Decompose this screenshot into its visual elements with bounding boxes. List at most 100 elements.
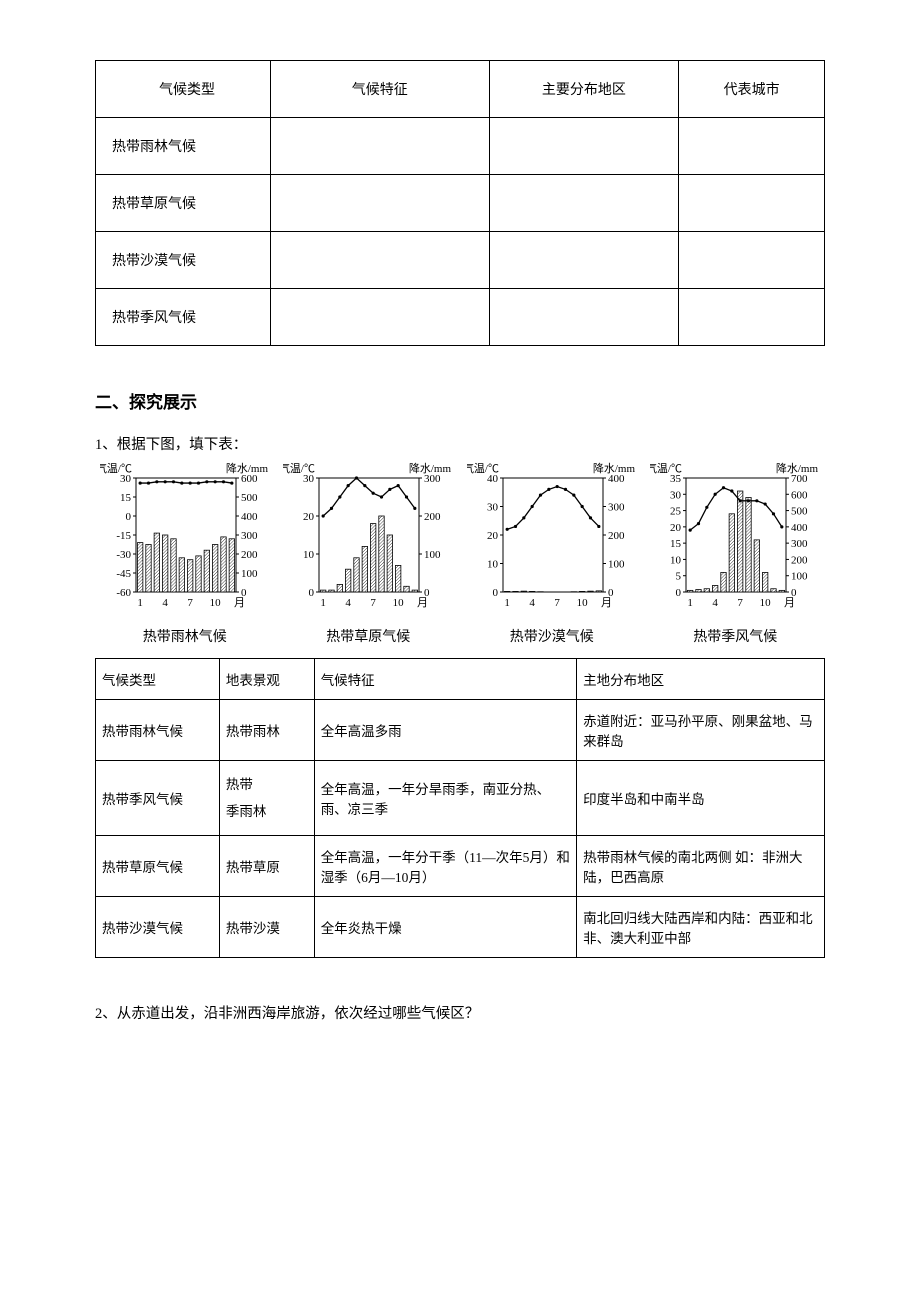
climate-detail-table: 气候类型地表景观气候特征主地分布地区热带雨林气候热带雨林全年高温多雨赤道附近：亚… (95, 658, 825, 958)
svg-text:20: 20 (487, 530, 499, 542)
chart-caption: 热带雨林气候 (143, 626, 227, 646)
table2-cell: 南北回归线大陆西岸和内陆：西亚和北非、澳大利亚中部 (577, 897, 825, 958)
table2-cell: 热带草原气候 (96, 836, 220, 897)
question-1-text: 1、根据下图，填下表： (95, 433, 825, 454)
svg-text:0: 0 (309, 587, 315, 599)
svg-text:0: 0 (676, 587, 682, 599)
svg-text:500: 500 (791, 506, 808, 518)
chart-caption: 热带季风气候 (693, 626, 777, 646)
table2-header: 地表景观 (219, 659, 314, 700)
table2-header: 主地分布地区 (577, 659, 825, 700)
svg-text:200: 200 (424, 511, 441, 523)
svg-text:月: 月 (234, 597, 245, 609)
climate-blank-table: 气候类型气候特征主要分布地区代表城市热带雨林气候热带草原气候热带沙漠气候热带季风… (95, 60, 825, 346)
chart-caption: 热带沙漠气候 (510, 626, 594, 646)
table1-cell (270, 289, 489, 346)
table2-header: 气候特征 (314, 659, 576, 700)
svg-text:4: 4 (529, 597, 535, 609)
table2-cell: 印度半岛和中南半岛 (577, 761, 825, 836)
svg-text:200: 200 (608, 530, 625, 542)
question-2-text: 2、从赤道出发，沿非洲西海岸旅游，依次经过哪些气候区？ (95, 1002, 825, 1023)
svg-text:10: 10 (393, 597, 405, 609)
svg-text:15: 15 (120, 492, 132, 504)
table1-cell (679, 289, 825, 346)
table1-cell (679, 118, 825, 175)
table1-header: 主要分布地区 (489, 61, 679, 118)
chart-block: 气温/℃降水/mm010203040010020030040014710月热带沙… (462, 460, 642, 646)
svg-text:300: 300 (241, 530, 258, 542)
svg-text:400: 400 (608, 473, 625, 485)
table1-header: 气候特征 (270, 61, 489, 118)
svg-text:10: 10 (487, 559, 499, 571)
svg-text:-30: -30 (116, 549, 131, 561)
svg-text:35: 35 (670, 473, 682, 485)
svg-text:-60: -60 (116, 587, 131, 599)
climate-chart: 气温/℃降水/mm010203040010020030040014710月 (467, 460, 637, 620)
svg-text:1: 1 (137, 597, 143, 609)
svg-text:4: 4 (346, 597, 352, 609)
section-2-heading: 二、探究展示 (95, 388, 825, 413)
table1-cell (270, 232, 489, 289)
svg-text:400: 400 (791, 522, 808, 534)
svg-text:5: 5 (676, 571, 682, 583)
table2-cell: 热带沙漠 (219, 897, 314, 958)
svg-text:月: 月 (601, 597, 612, 609)
table1-cell: 热带草原气候 (96, 175, 271, 232)
table2-cell: 全年高温多雨 (314, 700, 576, 761)
table1-cell: 热带沙漠气候 (96, 232, 271, 289)
svg-text:100: 100 (424, 549, 441, 561)
table1-cell (489, 175, 679, 232)
svg-text:700: 700 (791, 473, 808, 485)
svg-text:4: 4 (713, 597, 719, 609)
svg-text:30: 30 (670, 489, 682, 501)
svg-text:10: 10 (760, 597, 772, 609)
svg-text:600: 600 (791, 489, 808, 501)
svg-text:-15: -15 (116, 530, 131, 542)
climate-chart: 气温/℃降水/mm0510152025303501002003004005006… (650, 460, 820, 620)
svg-text:20: 20 (303, 511, 315, 523)
table2-cell: 热带雨林气候 (96, 700, 220, 761)
table1-cell (489, 289, 679, 346)
svg-text:40: 40 (487, 473, 499, 485)
table1-cell (489, 118, 679, 175)
svg-text:7: 7 (371, 597, 377, 609)
table2-cell: 全年高温，一年分干季（11—次年5月）和湿季（6月—10月） (314, 836, 576, 897)
svg-text:15: 15 (670, 538, 682, 550)
table2-header: 气候类型 (96, 659, 220, 700)
svg-text:30: 30 (303, 473, 315, 485)
svg-text:300: 300 (791, 538, 808, 550)
table2-cell: 全年高温，一年分旱雨季，南亚分热、雨、凉三季 (314, 761, 576, 836)
svg-text:0: 0 (492, 587, 498, 599)
svg-text:500: 500 (241, 492, 258, 504)
svg-text:600: 600 (241, 473, 258, 485)
table2-cell: 热带雨林 (219, 700, 314, 761)
svg-text:月: 月 (417, 597, 428, 609)
svg-text:7: 7 (187, 597, 193, 609)
svg-text:200: 200 (791, 554, 808, 566)
svg-text:0: 0 (125, 511, 131, 523)
chart-caption: 热带草原气候 (326, 626, 410, 646)
svg-text:300: 300 (608, 502, 625, 514)
svg-text:25: 25 (670, 506, 682, 518)
table2-cell: 热带沙漠气候 (96, 897, 220, 958)
chart-block: 气温/℃降水/mm0510152025303501002003004005006… (646, 460, 826, 646)
svg-text:30: 30 (120, 473, 132, 485)
table1-cell: 热带雨林气候 (96, 118, 271, 175)
climate-charts-row: 气温/℃降水/mm-60-45-30-150153001002003004005… (95, 460, 825, 646)
svg-text:100: 100 (241, 568, 258, 580)
climate-chart: 气温/℃降水/mm-60-45-30-150153001002003004005… (100, 460, 270, 620)
table1-cell (270, 175, 489, 232)
svg-text:-45: -45 (116, 568, 131, 580)
table2-cell: 热带季风气候 (96, 761, 220, 836)
table1-header: 代表城市 (679, 61, 825, 118)
table2-cell: 热带草原 (219, 836, 314, 897)
table2-cell: 全年炎热干燥 (314, 897, 576, 958)
svg-text:400: 400 (241, 511, 258, 523)
svg-text:月: 月 (784, 597, 795, 609)
table2-cell: 热带雨林气候的南北两侧 如：非洲大陆，巴西高原 (577, 836, 825, 897)
svg-text:10: 10 (209, 597, 221, 609)
svg-text:10: 10 (576, 597, 588, 609)
svg-text:300: 300 (424, 473, 441, 485)
table1-cell (679, 232, 825, 289)
svg-text:1: 1 (504, 597, 510, 609)
